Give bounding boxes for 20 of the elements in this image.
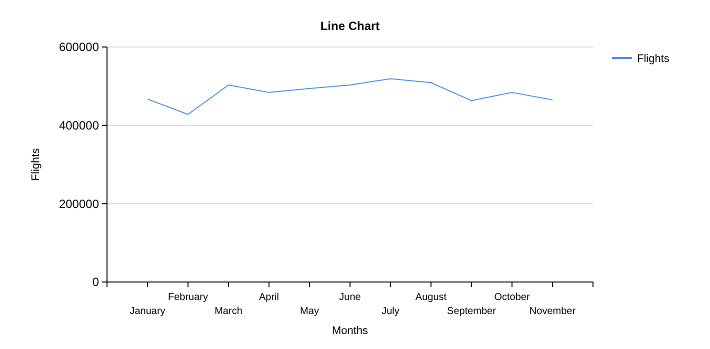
x-axis-title: Months <box>332 325 369 337</box>
x-tick-label: October <box>494 292 530 303</box>
y-tick-label: 400000 <box>58 118 100 133</box>
x-tick-label: January <box>130 306 166 317</box>
x-tick-label: February <box>168 292 208 303</box>
x-tick-label: September <box>447 306 497 317</box>
x-tick-label: August <box>415 292 447 303</box>
x-tick-label: March <box>214 306 242 317</box>
x-tick-label: June <box>339 292 362 303</box>
chart-title: Line Chart <box>320 19 380 33</box>
legend-label: Flights <box>637 52 670 65</box>
y-tick-label: 200000 <box>58 196 100 211</box>
y-tick-label: 0 <box>92 275 100 290</box>
x-tick-label: November <box>529 306 576 317</box>
x-tick-label: May <box>300 306 319 317</box>
x-tick-label: April <box>258 292 280 303</box>
x-tick-label: July <box>382 306 400 317</box>
line-series <box>147 78 553 115</box>
y-axis-title: Flights <box>30 148 42 181</box>
y-tick-label: 600000 <box>58 40 100 54</box>
